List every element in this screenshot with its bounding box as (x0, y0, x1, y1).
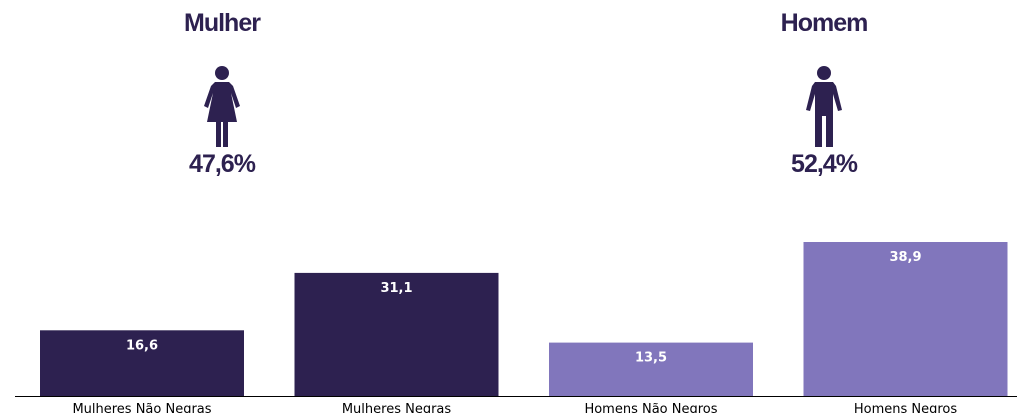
bar-value-label-3: 13,5 (635, 351, 667, 366)
bar-4 (804, 242, 1008, 396)
bar-value-label-1: 16,6 (126, 338, 158, 353)
x-tick-label-2: Mulheres Negras (342, 402, 452, 413)
bar-value-label-4: 38,9 (889, 250, 921, 265)
x-tick-label-1: Mulheres Não Negras (72, 402, 211, 413)
bar-value-label-2: 31,1 (380, 281, 412, 296)
x-tick-label-4: Homens Negros (854, 402, 958, 413)
x-tick-label-3: Homens Não Negros (584, 402, 717, 413)
